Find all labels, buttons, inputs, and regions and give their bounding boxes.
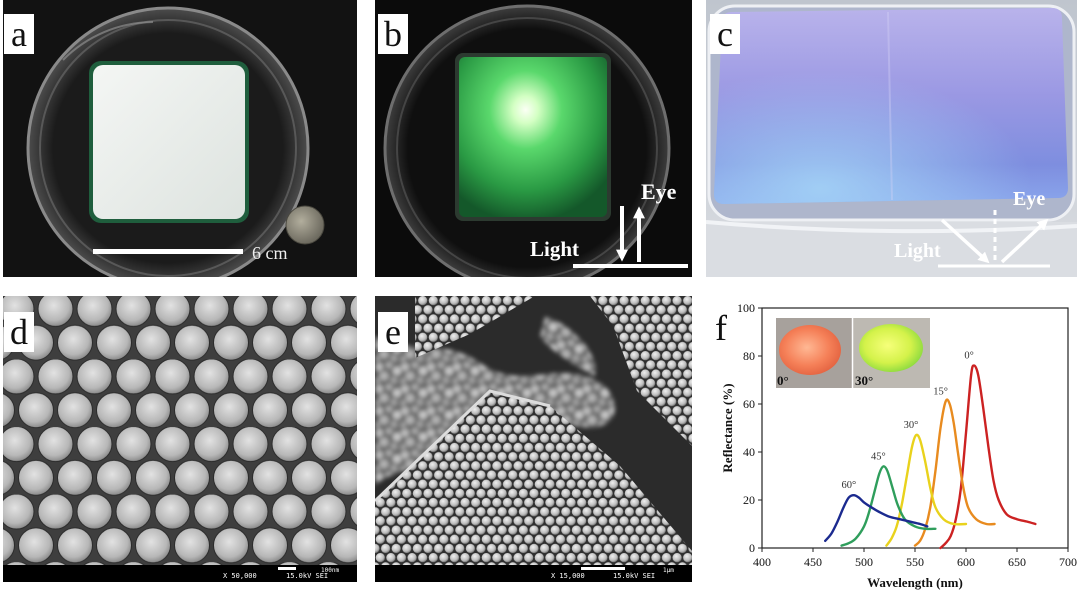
x-tick-label: 550: [906, 555, 924, 569]
panel-a: 6 cm: [3, 0, 357, 277]
sem-scale-label: 100nm: [321, 567, 339, 574]
panel-label-c: c: [710, 14, 740, 54]
x-tick-label: 600: [957, 555, 975, 569]
panel-c-photo: Eye Light: [706, 0, 1077, 277]
panel-label-e: e: [378, 312, 408, 352]
panel-label-f: f: [715, 308, 727, 348]
viewing-eye-arrow: [1000, 218, 1049, 264]
white-photonic-film: [93, 65, 245, 219]
y-tick-label: 100: [737, 301, 755, 315]
crystal-edge-highlight: [375, 389, 551, 503]
sphere-crystal-top-right: [590, 296, 692, 446]
panel-b: Eye Light: [375, 0, 692, 277]
panel-b-photo: Eye Light: [375, 0, 692, 277]
y-axis-label: Reflectance (%): [720, 383, 735, 472]
panel-e-sem-image: 1μm X 15,000 15.0kV SEI: [375, 296, 692, 582]
sem-magnification: X 50,000: [223, 572, 257, 580]
y-tick-label: 0: [749, 541, 755, 555]
petri-dish-inner-rim: [39, 19, 297, 277]
light-label: Light: [894, 240, 941, 262]
panel-label-d: d: [4, 312, 34, 352]
sem-scale-bar: [581, 567, 625, 570]
film-cyan-glow: [714, 8, 1068, 204]
reflectance-chart: 0° 30° 400 450 500 550 600 650 700 0 20 40 60 80 100…: [720, 301, 1077, 590]
curve-label-0deg: 0°: [964, 351, 973, 362]
x-tick-label: 650: [1008, 555, 1026, 569]
panel-e: 1μm X 15,000 15.0kV SEI: [375, 296, 692, 582]
eye-label: Eye: [641, 179, 677, 204]
sem-magnification: X 15,000: [551, 572, 585, 580]
sem-scale-bar: [278, 567, 296, 570]
curve-label-15deg: 15°: [933, 387, 948, 398]
eye-label: Eye: [1013, 188, 1045, 210]
x-tick-label: 450: [804, 555, 822, 569]
y-tick-label: 20: [743, 493, 755, 507]
film-crease: [887, 11, 893, 201]
panel-c: Eye Light: [706, 0, 1077, 277]
y-tick-label: 40: [743, 445, 755, 459]
reflectance-curve-45deg: [840, 465, 937, 547]
x-axis-label: Wavelength (nm): [867, 575, 963, 590]
curve-label-45deg: 45°: [871, 451, 886, 462]
inset-sample-orange: [779, 325, 841, 375]
sem-scale-label: 1μm: [663, 567, 674, 574]
reflectance-curve-0deg: [939, 364, 1037, 550]
x-tick-label: 400: [753, 555, 771, 569]
reflectance-curve-30deg: [885, 433, 968, 547]
inset-photos: 0° 30°: [776, 318, 930, 388]
incident-light-arrow: [940, 218, 990, 264]
x-tick-label: 500: [855, 555, 873, 569]
y-tick-label: 60: [743, 397, 755, 411]
plot-area: 400 450 500 550 600 650 700 0 20 40 60 80 100 0° 15° 30…: [737, 301, 1077, 569]
inset-label-0deg: 0°: [777, 373, 789, 388]
panel-label-b: b: [378, 14, 408, 54]
coin: [285, 205, 325, 245]
sphere-crystal-top-left: [415, 296, 535, 358]
sem-info-bar: [3, 565, 357, 582]
sphere-crystal-face: [375, 391, 692, 566]
green-photonic-film: [459, 57, 607, 217]
curve-label-60deg: 60°: [841, 480, 856, 491]
panel-d-sem-image: 100nm X 50,000 15.0kV SEI: [3, 296, 357, 582]
sem-beam-settings: 15.0kV SEI: [613, 572, 655, 580]
y-tick-label: 80: [743, 349, 755, 363]
panel-f: 0° 30° 400 450 500 550 600 650 700 0 20 40 60 80 100…: [706, 290, 1080, 595]
scale-bar: [93, 249, 243, 254]
panel-d: 100nm X 50,000 15.0kV SEI: [3, 296, 357, 582]
petri-dish-inner-rim: [396, 17, 658, 277]
scale-bar-label: 6 cm: [252, 243, 288, 263]
panel-label-a: a: [4, 14, 34, 54]
panel-a-photo: 6 cm: [3, 0, 357, 277]
light-label: Light: [530, 237, 579, 261]
scale-bar: [573, 264, 688, 268]
sem-beam-settings: 15.0kV SEI: [286, 572, 328, 580]
inset-sample-yellow-green: [859, 324, 923, 372]
close-packed-particles: [3, 296, 357, 566]
dish-reflection: [62, 21, 154, 61]
dish-rim-highlight: [706, 220, 1077, 234]
reflectance-curve-60deg: [824, 494, 929, 542]
inset-label-30deg: 30°: [855, 373, 873, 388]
curve-label-30deg: 30°: [904, 420, 919, 431]
x-tick-label: 700: [1059, 555, 1077, 569]
reflectance-curve-15deg: [913, 398, 996, 547]
